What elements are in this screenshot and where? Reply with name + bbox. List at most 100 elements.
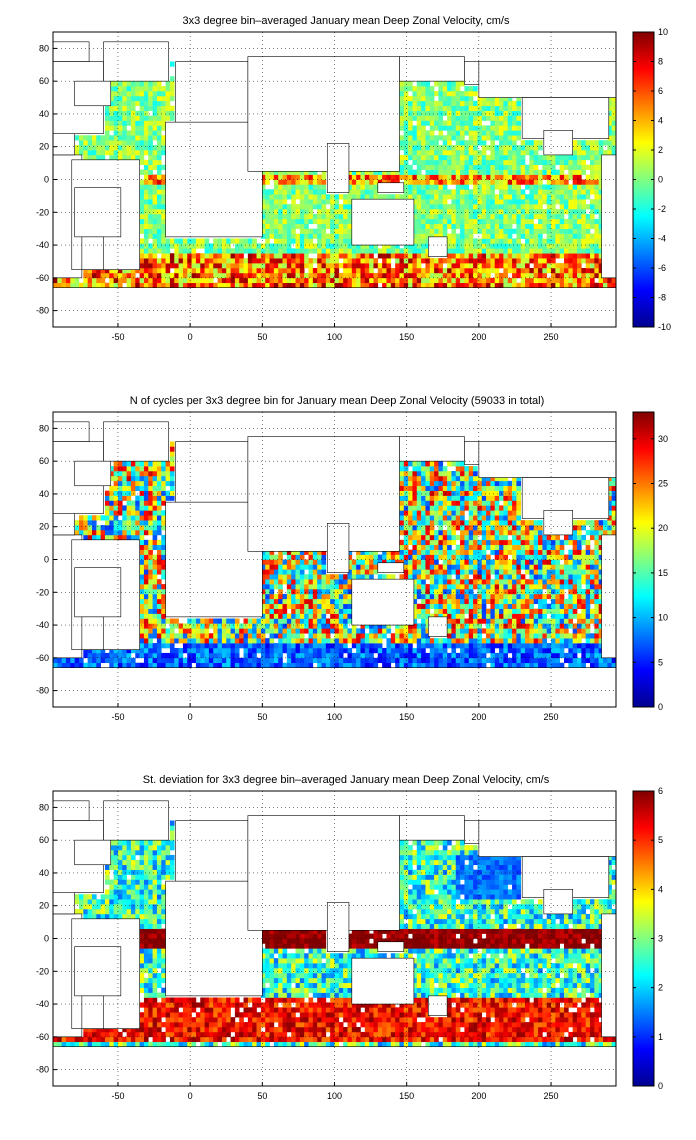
heatmap-cell bbox=[317, 623, 322, 629]
heatmap-cell bbox=[555, 277, 560, 284]
heatmap-cell bbox=[477, 258, 483, 264]
heatmap-cell bbox=[325, 648, 331, 654]
heatmap-cell bbox=[577, 145, 582, 151]
colorbar-tick-label: 4 bbox=[658, 116, 663, 126]
heatmap-cell bbox=[273, 569, 279, 575]
heatmap-cell bbox=[572, 233, 578, 239]
heatmap-cell bbox=[447, 150, 452, 156]
heatmap-cell bbox=[152, 603, 158, 609]
heatmap-cell bbox=[369, 169, 374, 175]
heatmap-cell bbox=[429, 120, 435, 126]
heatmap-cell bbox=[347, 569, 353, 575]
heatmap-cell bbox=[200, 633, 205, 639]
heatmap-cell bbox=[161, 105, 166, 111]
heatmap-cell bbox=[577, 164, 582, 170]
heatmap-cell bbox=[468, 466, 474, 472]
heatmap-cell bbox=[538, 263, 543, 269]
heatmap-cell bbox=[226, 657, 231, 664]
heatmap-cell bbox=[256, 258, 262, 264]
heatmap-cell bbox=[321, 277, 327, 284]
heatmap-cell bbox=[156, 223, 162, 229]
heatmap-cell bbox=[403, 140, 409, 146]
heatmap-cell bbox=[447, 86, 452, 92]
heatmap-cell bbox=[143, 150, 149, 156]
heatmap-cell bbox=[408, 500, 413, 506]
heatmap-cell bbox=[143, 145, 149, 151]
heatmap-cell bbox=[260, 574, 266, 580]
heatmap-cell bbox=[338, 623, 344, 629]
heatmap-cell bbox=[538, 272, 543, 279]
heatmap-cell bbox=[525, 209, 530, 215]
heatmap-cell bbox=[512, 159, 517, 166]
heatmap-cell bbox=[590, 204, 595, 210]
heatmap-cell bbox=[503, 159, 509, 166]
heatmap-cell bbox=[226, 652, 231, 659]
heatmap-cell bbox=[369, 574, 374, 580]
heatmap-cell bbox=[460, 643, 465, 649]
heatmap-cell bbox=[403, 169, 409, 175]
heatmap-cell bbox=[451, 475, 457, 482]
heatmap-cell bbox=[282, 209, 288, 215]
heatmap-cell bbox=[317, 648, 322, 654]
heatmap-cell bbox=[169, 446, 175, 452]
heatmap-cell bbox=[438, 204, 444, 210]
heatmap-cell bbox=[416, 140, 422, 146]
heatmap-cell bbox=[499, 243, 504, 249]
heatmap-cell bbox=[148, 657, 153, 664]
heatmap-cell bbox=[429, 233, 435, 239]
heatmap-cell bbox=[321, 652, 327, 659]
heatmap-cell bbox=[165, 638, 171, 644]
heatmap-cell bbox=[559, 184, 565, 190]
heatmap-cell bbox=[555, 194, 560, 200]
heatmap-cell bbox=[356, 574, 361, 580]
heatmap-cell bbox=[260, 662, 266, 668]
heatmap-cell bbox=[278, 652, 283, 659]
heatmap-cell bbox=[451, 657, 457, 664]
heatmap-cell bbox=[442, 485, 448, 491]
heatmap-cell bbox=[455, 199, 461, 205]
heatmap-cell bbox=[247, 268, 253, 274]
heatmap-cell bbox=[481, 135, 487, 141]
heatmap-cell bbox=[135, 154, 140, 161]
heatmap-cell bbox=[568, 194, 573, 200]
heatmap-cell bbox=[148, 268, 153, 274]
heatmap-cell bbox=[122, 150, 127, 156]
heatmap-cell bbox=[247, 253, 253, 259]
heatmap-cell bbox=[473, 648, 478, 654]
heatmap-cell bbox=[156, 135, 162, 141]
heatmap-cell bbox=[594, 189, 599, 195]
heatmap-cell bbox=[148, 480, 153, 487]
heatmap-cell bbox=[291, 603, 296, 609]
heatmap-cell bbox=[516, 272, 522, 279]
heatmap-cell bbox=[260, 218, 266, 225]
heatmap-cell bbox=[156, 471, 162, 477]
heatmap-cell bbox=[434, 608, 439, 614]
heatmap-cell bbox=[148, 525, 153, 531]
heatmap-cell bbox=[572, 140, 578, 146]
heatmap-cell bbox=[568, 174, 573, 180]
heatmap-cell bbox=[429, 86, 435, 92]
heatmap-cell bbox=[416, 505, 422, 511]
heatmap-cell bbox=[438, 539, 444, 546]
heatmap-cell bbox=[334, 194, 340, 200]
heatmap-cell bbox=[464, 159, 470, 166]
heatmap-cell bbox=[447, 510, 452, 516]
heatmap-cell bbox=[191, 272, 197, 279]
heatmap-cell bbox=[343, 648, 348, 654]
heatmap-cell bbox=[447, 657, 452, 664]
heatmap-cell bbox=[260, 263, 266, 269]
heatmap-cell bbox=[156, 618, 162, 624]
heatmap-cell bbox=[91, 277, 97, 284]
heatmap-cell bbox=[421, 643, 426, 649]
heatmap-cell bbox=[520, 164, 526, 170]
heatmap-cell bbox=[143, 204, 149, 210]
heatmap-cell bbox=[308, 184, 314, 190]
heatmap-cell bbox=[403, 530, 409, 536]
heatmap-cell bbox=[169, 441, 175, 447]
heatmap-cell bbox=[464, 95, 470, 102]
heatmap-cell bbox=[520, 228, 526, 234]
heatmap-cell bbox=[321, 564, 327, 570]
heatmap-cell bbox=[598, 268, 604, 274]
heatmap-cell bbox=[434, 159, 439, 166]
heatmap-cell bbox=[429, 189, 435, 195]
